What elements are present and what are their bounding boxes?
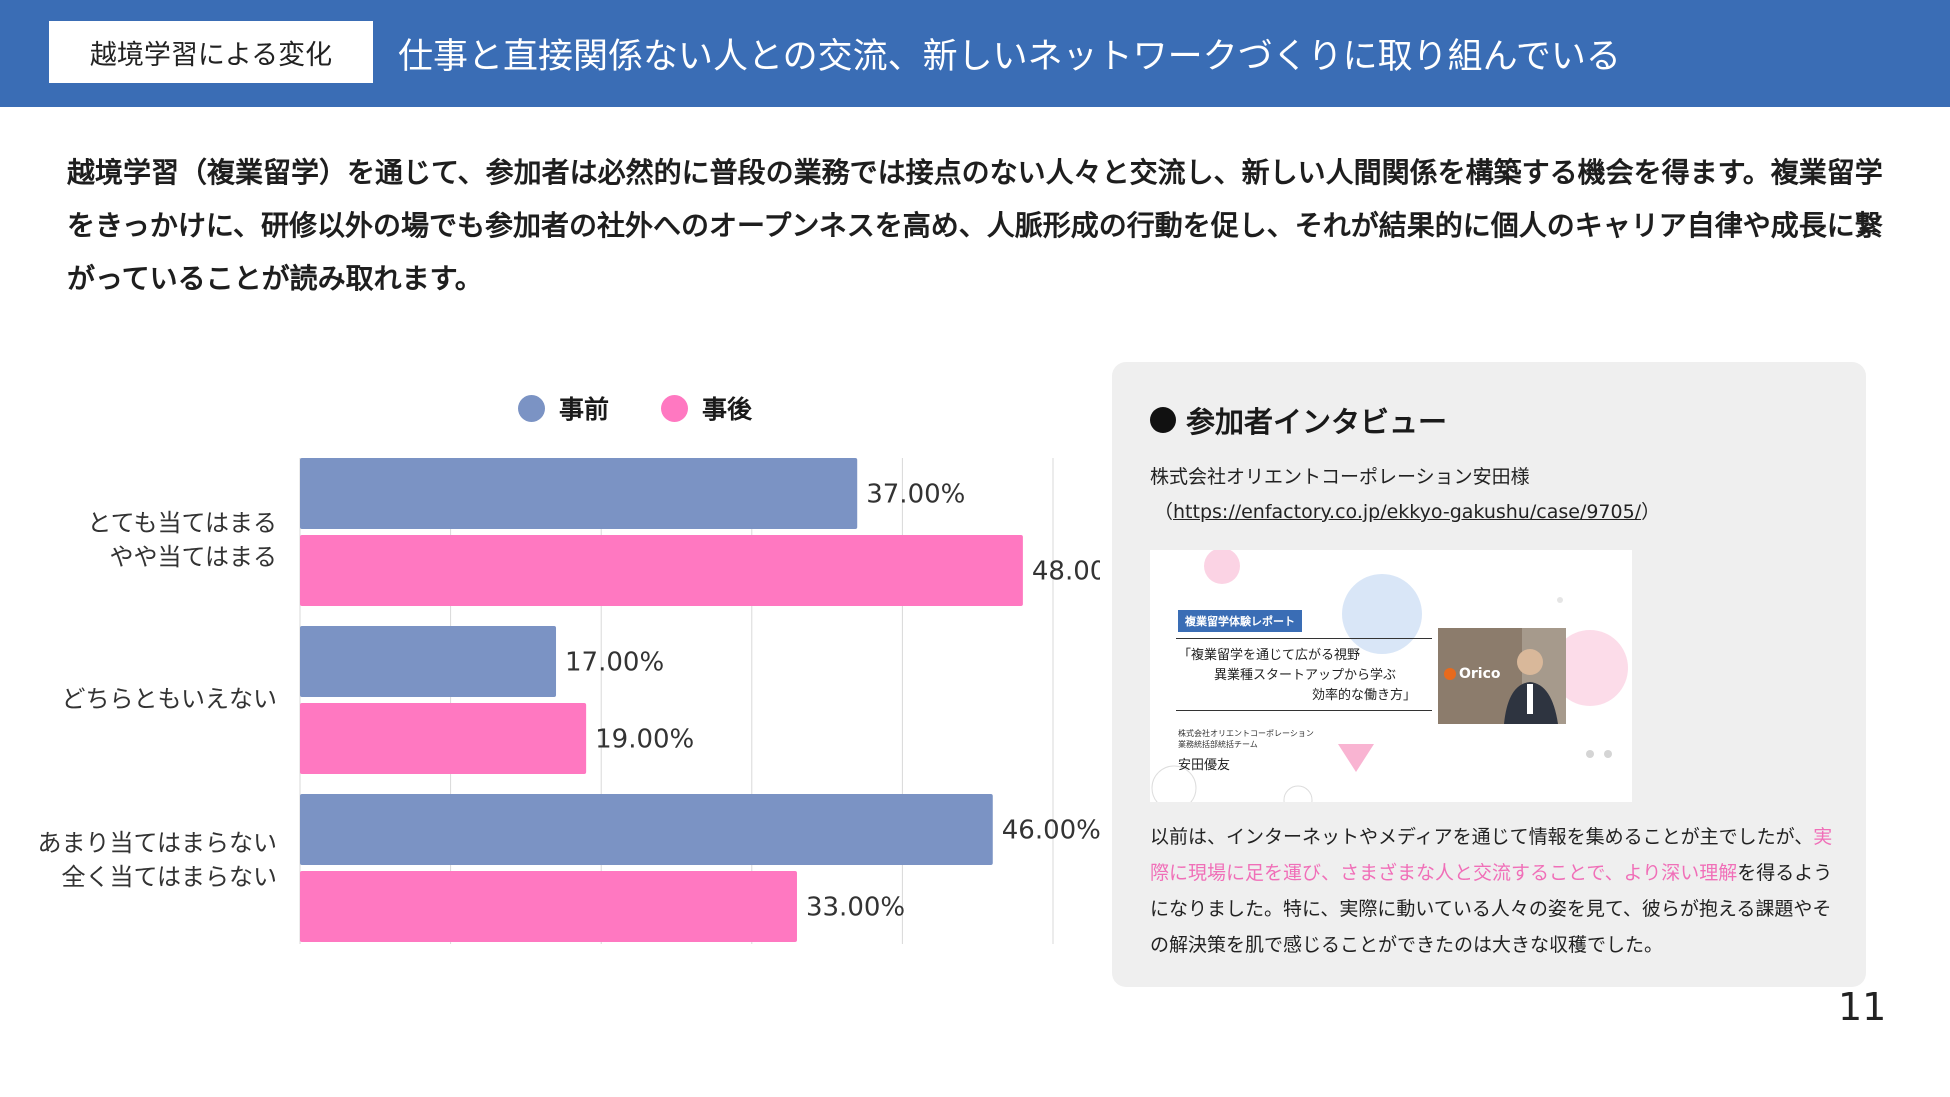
bar-after-0	[300, 535, 1023, 606]
category-label-agree: とても当てはまる やや当てはまる	[87, 506, 277, 574]
interview-url-line: （https://enfactory.co.jp/ekkyo-gakushu/c…	[1154, 497, 1660, 524]
interview-link[interactable]: https://enfactory.co.jp/ekkyo-gakushu/ca…	[1173, 501, 1642, 523]
thumbnail-rule-top	[1176, 638, 1432, 639]
bar-after-2	[300, 871, 797, 942]
thumbnail-headline-1: 「複業留学を通じて広がる視野	[1178, 648, 1361, 663]
legend-swatch-after	[661, 394, 689, 422]
category-label-agree-line1: とても当てはまる	[87, 509, 277, 537]
orico-logo-text: Orico	[1459, 666, 1501, 682]
bar-before-1	[300, 626, 557, 697]
category-label-agree-line2: やや当てはまる	[109, 543, 277, 571]
thumbnail-person-name: 安田優友	[1178, 758, 1231, 773]
thumbnail-headline-2: 異業種スタートアップから学ぶ	[1214, 668, 1397, 683]
quote-part-1: 以前は、インターネットやメディアを通じて情報を集めることが主でしたが、	[1150, 826, 1814, 848]
thumbnail-rule-bottom	[1176, 710, 1432, 711]
category-label-neutral-line1: どちらともいえない	[61, 685, 277, 713]
chart-legend: 事前 事後	[518, 390, 804, 426]
bar-before-2	[300, 794, 993, 865]
orico-logo-dot	[1444, 668, 1456, 680]
legend-item-before: 事前	[518, 390, 609, 426]
data-label-after-0: 48.00%	[1032, 557, 1100, 587]
bar-chart: 37.00% 48.00% 17.00% 19.00% 46.00% 33.00%	[299, 458, 1100, 944]
data-label-before-0: 37.00%	[866, 480, 965, 510]
category-label-disagree-line2: 全く当てはまらない	[61, 863, 277, 891]
thumbnail-company-1: 株式会社オリエントコーポレーション	[1178, 729, 1314, 738]
interview-quote: 以前は、インターネットやメディアを通じて情報を集めることが主でしたが、実際に現場…	[1150, 819, 1840, 963]
legend-swatch-before	[518, 394, 545, 422]
url-close-paren: ）	[1641, 501, 1661, 523]
panel-title: 参加者インタビュー	[1150, 399, 1447, 441]
thumbnail-company: 株式会社オリエントコーポレーション 業務統括部統括チーム	[1178, 728, 1314, 750]
data-label-before-1: 17.00%	[565, 648, 664, 678]
url-open-paren: （	[1154, 501, 1174, 523]
panel-title-text: 参加者インタビュー	[1186, 405, 1448, 439]
page-title: 仕事と直接関係ない人との交流、新しいネットワークづくりに取り組んでいる	[398, 37, 1621, 77]
data-label-after-2: 33.00%	[806, 893, 905, 923]
interview-panel: 参加者インタビュー 株式会社オリエントコーポレーション安田様 （https://…	[1112, 362, 1866, 987]
interviewee-photo: Orico	[1438, 628, 1566, 724]
intro-paragraph: 越境学習（複業留学）を通じて、参加者は必然的に普段の業務では接点のない人々と交流…	[67, 156, 1883, 295]
thumbnail-company-2: 業務統括部統括チーム	[1178, 740, 1258, 749]
thumbnail-headline: 「複業留学を通じて広がる視野 異業種スタートアップから学ぶ 効率的な働き方」	[1178, 646, 1416, 706]
legend-label-after: 事後	[702, 395, 753, 424]
thumbnail-decoration	[1151, 550, 1628, 802]
bar-before-0	[300, 458, 858, 529]
interviewee-company: 株式会社オリエントコーポレーション安田様	[1150, 466, 1530, 488]
bullet-icon	[1150, 407, 1176, 433]
quote-part-2: を得るようになりました。特に、実際に動いている人々の姿を見て、彼らが抱える課題や…	[1150, 862, 1833, 956]
header-bar: 越境学習による変化 仕事と直接関係ない人との交流、新しいネットワークづくりに取り…	[0, 0, 1950, 107]
bar-after-1	[300, 703, 587, 774]
photo-figure	[1438, 628, 1566, 724]
quote-highlight: 実際に現場に足を運び、さまざまな人と交流することで、より深い理解	[1150, 826, 1833, 884]
report-thumbnail[interactable]: 複業留学体験レポート 「複業留学を通じて広がる視野 異業種スタートアップから学ぶ…	[1150, 550, 1632, 802]
orico-logo: Orico	[1444, 666, 1501, 682]
thumbnail-badge: 複業留学体験レポート	[1178, 610, 1302, 632]
legend-item-after: 事後	[661, 390, 752, 426]
data-label-before-2: 46.00%	[1002, 816, 1100, 846]
category-label-disagree-line1: あまり当てはまらない	[37, 829, 277, 857]
category-label-neutral: どちらともいえない	[61, 682, 277, 716]
thumbnail-headline-3: 効率的な働き方」	[1312, 688, 1417, 703]
data-label-after-1: 19.00%	[595, 725, 694, 755]
page-number: 11	[1838, 985, 1887, 1029]
category-label-disagree: あまり当てはまらない 全く当てはまらない	[37, 826, 277, 894]
section-tag: 越境学習による変化	[49, 21, 373, 83]
legend-label-before: 事前	[559, 395, 610, 424]
